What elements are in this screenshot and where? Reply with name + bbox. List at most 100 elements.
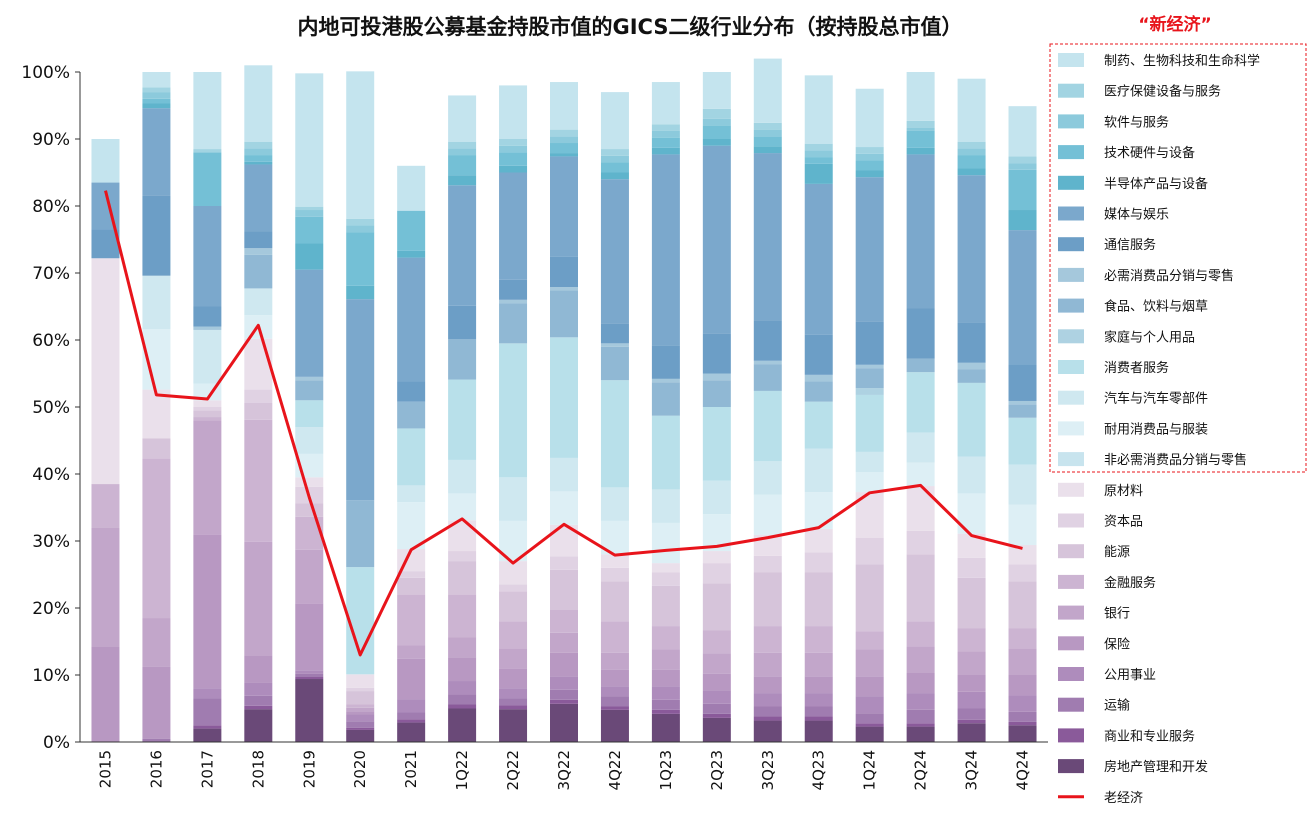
bar-segment <box>142 438 171 459</box>
bar-segment <box>550 153 578 157</box>
bar-segment <box>346 727 375 730</box>
bar-segment <box>499 477 528 521</box>
bar-segment <box>397 722 426 742</box>
legend-swatch <box>1058 83 1084 98</box>
bar-segment <box>295 516 324 550</box>
bar-segment <box>142 389 171 439</box>
bar-segment <box>906 372 935 433</box>
bar-segment <box>1008 564 1037 582</box>
bar-segment <box>600 621 629 653</box>
bar-segment <box>804 401 833 449</box>
legend-item: 资本品 <box>1058 513 1143 530</box>
bar-segment <box>1008 169 1037 211</box>
legend-swatch <box>1058 452 1084 467</box>
bar-segment <box>91 646 120 742</box>
legend-swatch <box>1058 175 1084 190</box>
bar-segment <box>448 339 477 380</box>
bar-segment <box>244 161 273 165</box>
bar-segment <box>397 645 426 659</box>
bar-segment <box>855 451 884 472</box>
bar-segment <box>804 626 833 653</box>
legend-swatch <box>1058 697 1084 712</box>
bar-segment <box>193 688 222 699</box>
bar-stack <box>142 72 171 742</box>
bar-segment <box>753 136 782 147</box>
bar-segment <box>855 676 884 697</box>
legend-item: 房地产管理和开发 <box>1058 759 1208 775</box>
y-tick-label: 10% <box>32 666 70 686</box>
bar-segment <box>855 147 884 154</box>
bar-segment <box>651 82 680 125</box>
legend-swatch <box>1058 728 1084 743</box>
bar-segment <box>1008 404 1037 418</box>
bar-segment <box>295 380 324 401</box>
bar-segment <box>957 369 986 383</box>
bar-segment <box>804 75 833 144</box>
bar-segment <box>346 299 375 501</box>
bar-segment <box>448 657 477 682</box>
bar-segment <box>906 693 935 710</box>
bar-segment <box>855 364 884 369</box>
bar-segment <box>957 78 986 142</box>
legend-item: 能源 <box>1058 544 1130 560</box>
bar-segment <box>651 713 680 742</box>
bar-segment <box>753 390 782 462</box>
bar-segment <box>957 577 986 629</box>
bar-stack <box>448 95 477 742</box>
legend-swatch <box>1058 421 1084 436</box>
bar-segment <box>855 713 884 724</box>
bar-segment <box>1008 648 1037 675</box>
bar-segment <box>753 676 782 694</box>
bar-stack <box>397 165 426 742</box>
bar-segment <box>651 649 680 670</box>
bar-segment <box>499 299 528 304</box>
bar-segment <box>957 723 986 742</box>
legend-label: 金融服务 <box>1104 575 1156 591</box>
bar-segment <box>499 688 528 699</box>
bar-stack <box>193 72 222 742</box>
bar-segment <box>804 652 833 677</box>
x-tick-label: 2017 <box>198 750 216 788</box>
bar-segment <box>550 136 578 144</box>
bar-segment <box>448 704 477 709</box>
bar-segment <box>448 148 477 156</box>
new-economy-legend-box <box>1049 43 1307 473</box>
bar-segment <box>448 551 477 562</box>
legend-item: 医疗保健设备与服务 <box>1058 83 1221 100</box>
legend-item: 耐用消费品与服装 <box>1058 421 1208 437</box>
bar-segment <box>448 459 477 494</box>
bar-segment <box>906 130 935 148</box>
bar-segment <box>550 632 578 653</box>
bar-segment <box>499 709 528 742</box>
bar-segment <box>397 594 426 646</box>
legend-label: 媒体与娱乐 <box>1104 208 1169 223</box>
bar-segment <box>397 250 426 258</box>
bar-segment <box>804 381 833 402</box>
bar-segment <box>1008 230 1037 365</box>
bar-segment <box>448 379 477 460</box>
bar-segment <box>957 456 986 494</box>
bar-segment <box>499 584 528 592</box>
bar-segment <box>397 485 426 503</box>
bar-stack <box>346 71 375 742</box>
legend-label: 运输 <box>1104 698 1130 714</box>
bar-segment <box>702 125 731 139</box>
legend-label: 技术硬件与设备 <box>1104 145 1195 161</box>
bar-segment <box>244 709 273 742</box>
legend-label: 老经济 <box>1104 791 1143 806</box>
bar-stack <box>957 78 986 742</box>
legend-label: 保险 <box>1104 637 1130 652</box>
bar-segment <box>193 728 222 742</box>
bar-segment <box>499 668 528 689</box>
legend-swatch <box>1058 114 1084 129</box>
bar-segment <box>295 673 324 678</box>
bar-segment <box>244 164 273 232</box>
bar-segment <box>295 269 324 377</box>
bar-segment <box>600 652 629 670</box>
bar-segment <box>600 149 629 156</box>
bar-segment <box>651 686 680 700</box>
bar-segment <box>855 696 884 714</box>
bar-segment <box>702 703 731 714</box>
old-economy-line-group <box>104 190 1023 657</box>
legend-item: 非必需消费品分销与零售 <box>1058 452 1247 468</box>
